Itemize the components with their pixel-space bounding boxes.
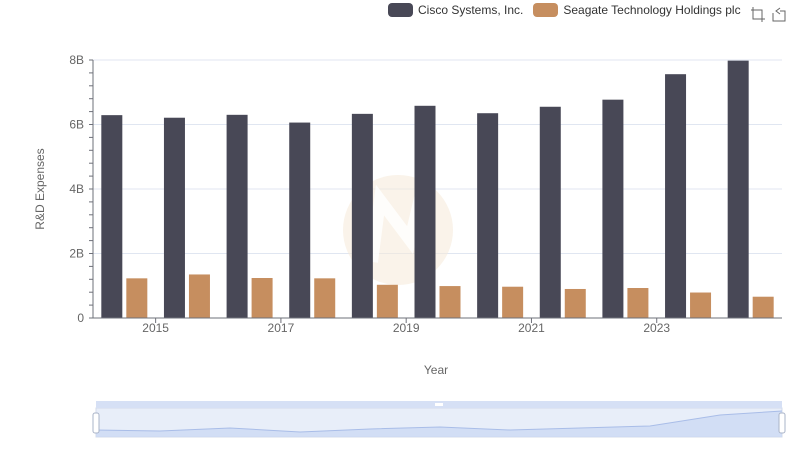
y-tick-label: 6B [69,118,84,132]
x-tick-label: 2017 [268,321,295,335]
bar-seagate-2022[interactable] [627,288,649,318]
legend-label-cisco: Cisco Systems, Inc. [418,3,524,17]
bar-cisco-2018[interactable] [351,113,373,318]
bar-cisco-2021[interactable] [539,106,561,318]
x-tick-label: 2023 [643,321,670,335]
bar-cisco-2019[interactable] [414,105,436,318]
bar-cisco-2020[interactable] [477,113,499,319]
datazoom-left-handle[interactable] [92,412,100,434]
y-axis-label: R&D Expenses [33,148,47,229]
legend-item-cisco[interactable]: Cisco Systems, Inc. [388,3,523,17]
y-tick-label: 8B [69,53,84,67]
legend-swatch-cisco [388,3,413,17]
bar-seagate-2023[interactable] [690,292,712,318]
y-tick-label: 2B [69,247,84,261]
bar-cisco-2023[interactable] [665,74,687,318]
bar-cisco-2022[interactable] [602,99,624,318]
bars [101,60,774,319]
bar-seagate-2014[interactable] [126,278,148,318]
x-tick-label: 2021 [518,321,545,335]
x-tick-label: 2019 [393,321,420,335]
bar-cisco-2015[interactable] [163,117,185,318]
restore-icon[interactable] [771,6,787,22]
legend: Cisco Systems, Inc. Seagate Technology H… [388,3,751,17]
data-zoom-slider[interactable] [92,401,786,438]
zoom-select-icon[interactable] [750,6,766,22]
legend-label-seagate: Seagate Technology Holdings plc [563,3,741,17]
toolbox [745,6,787,22]
bar-cisco-2014[interactable] [101,115,123,319]
bar-seagate-2019[interactable] [439,286,461,318]
bar-seagate-2021[interactable] [564,288,586,318]
datazoom-preview-line [95,410,783,433]
bar-cisco-2024[interactable] [727,60,749,319]
bar-seagate-2018[interactable] [376,284,398,318]
datazoom-right-handle[interactable] [778,412,786,434]
bar-seagate-2024[interactable] [752,296,774,318]
bar-seagate-2020[interactable] [502,286,524,318]
y-tick-label: 4B [69,182,84,196]
x-axis-label: Year [424,363,448,377]
bar-cisco-2016[interactable] [226,114,248,318]
bar-seagate-2017[interactable] [314,278,336,318]
datazoom-move-grip[interactable] [435,403,443,406]
legend-swatch-seagate [533,3,559,17]
y-tick-label: 0 [77,311,84,325]
bar-seagate-2015[interactable] [188,274,210,318]
legend-item-seagate[interactable]: Seagate Technology Holdings plc [533,3,741,17]
axes: 0 2B 4B 6B 8B 2015 2017 2019 2021 2023 [69,53,782,335]
bar-seagate-2016[interactable] [251,278,273,318]
x-tick-label: 2015 [142,321,169,335]
bar-cisco-2017[interactable] [289,122,311,318]
